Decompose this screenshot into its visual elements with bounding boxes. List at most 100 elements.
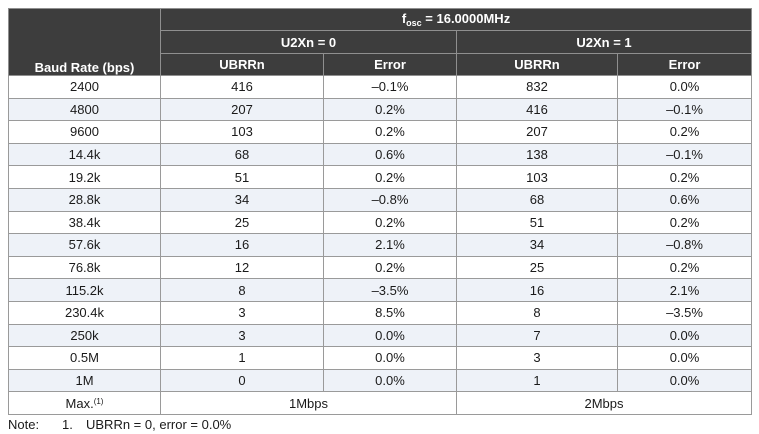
error-u2x1-cell: –3.5% — [616, 300, 753, 325]
note-number: 1. — [62, 417, 73, 432]
error-u2x0-cell: 0.2% — [323, 97, 457, 122]
table-row: 19.2k 51 0.2% 103 0.2% — [8, 165, 753, 189]
footnote-ref: (1) — [93, 396, 104, 406]
note-label: Note: — [8, 417, 40, 432]
table-row: 57.6k 16 2.1% 34 –0.8% — [8, 233, 753, 257]
ubrr-u2x1-cell: 1 — [456, 368, 618, 393]
baud-cell: 0.5M — [8, 346, 161, 370]
u2x0-group-header: U2Xn = 0 — [160, 30, 457, 54]
error-u2x1-cell: 0.2% — [616, 165, 753, 189]
baud-cell: 2400 — [8, 75, 161, 99]
ubrr-u2x1-cell: 138 — [456, 142, 618, 167]
ubrr-u2x0-cell: 16 — [160, 233, 324, 257]
table-row: 230.4k 3 8.5% 8 –3.5% — [8, 300, 753, 325]
header-row-columns: UBRRn Error UBRRn Error — [9, 53, 753, 76]
error-u2x1-cell: 0.2% — [616, 255, 753, 280]
table-row: 2400 416 –0.1% 832 0.0% — [8, 75, 753, 99]
error-u2x0-cell: –0.8% — [323, 187, 457, 212]
max-u2x0-cell: 1Mbps — [160, 391, 457, 416]
table-row: 4800 207 0.2% 416 –0.1% — [8, 97, 753, 122]
error-u2x0-cell: 0.0% — [323, 323, 457, 348]
ubrr-u2x1-cell: 51 — [456, 210, 618, 235]
table-row: 115.2k 8 –3.5% 16 2.1% — [8, 278, 753, 302]
fosc-prefix: f — [401, 11, 407, 26]
ubrr-u2x0-cell: 8 — [160, 278, 324, 302]
ubrr-u2x0-cell: 103 — [160, 120, 324, 144]
error-u2x0-cell: 8.5% — [323, 300, 457, 325]
table-row: 38.4k 25 0.2% 51 0.2% — [8, 210, 753, 235]
ubrr-u2x0-header: UBRRn — [160, 53, 324, 76]
ubrr-u2x1-cell: 16 — [456, 278, 618, 302]
error-u2x1-cell: 0.2% — [616, 210, 753, 235]
error-u2x0-cell: 0.2% — [323, 165, 457, 189]
baud-cell: 250k — [8, 323, 161, 348]
table-row: 250k 3 0.0% 7 0.0% — [8, 323, 753, 348]
header-row-groups: U2Xn = 0 U2Xn = 1 — [9, 30, 753, 54]
max-label-cell: Max.(1) — [8, 391, 161, 416]
baud-cell: 38.4k — [8, 210, 161, 235]
max-u2x1-cell: 2Mbps — [455, 391, 753, 416]
error-u2x0-cell: 0.2% — [323, 210, 457, 235]
baud-rate-header: Baud Rate (bps) — [8, 8, 161, 76]
error-u2x0-header: Error — [323, 53, 457, 76]
ubrr-u2x0-cell: 416 — [160, 75, 324, 99]
fosc-header: fosc = 16.0000MHz — [159, 8, 753, 31]
max-rate-row: Max.(1) 1Mbps 2Mbps — [8, 391, 753, 416]
error-u2x0-cell: 0.2% — [323, 255, 457, 280]
error-u2x1-cell: –0.8% — [616, 233, 753, 257]
ubrr-u2x0-cell: 34 — [160, 187, 324, 212]
ubrr-u2x0-cell: 3 — [160, 300, 324, 325]
max-label: Max. — [65, 395, 94, 411]
u2x1-group-header: U2Xn = 1 — [455, 30, 753, 54]
error-u2x1-header: Error — [616, 53, 753, 76]
ubrr-u2x1-cell: 416 — [456, 97, 618, 122]
header-row-fosc: Baud Rate (bps) fosc = 16.0000MHz — [8, 8, 753, 76]
error-u2x1-cell: 0.6% — [616, 187, 753, 212]
baud-cell: 19.2k — [8, 165, 161, 189]
baud-cell: 14.4k — [8, 142, 161, 167]
error-u2x1-cell: 0.0% — [616, 323, 753, 348]
ubrr-u2x1-cell: 7 — [456, 323, 618, 348]
baud-cell: 28.8k — [8, 187, 161, 212]
error-u2x0-cell: –0.1% — [323, 75, 457, 99]
ubrr-u2x1-cell: 25 — [456, 255, 618, 280]
ubrr-u2x0-cell: 3 — [160, 323, 324, 348]
error-u2x0-cell: –3.5% — [323, 278, 457, 302]
error-u2x0-cell: 0.0% — [323, 346, 457, 370]
ubrr-u2x0-cell: 207 — [160, 97, 324, 122]
ubrr-u2x1-header: UBRRn — [456, 53, 618, 76]
error-u2x1-cell: 0.0% — [616, 368, 753, 393]
baud-cell: 4800 — [8, 97, 161, 122]
note-text: UBRRn = 0, error = 0.0% — [86, 417, 232, 432]
error-u2x0-cell: 0.2% — [323, 120, 457, 144]
ubrr-u2x0-cell: 0 — [160, 368, 324, 393]
table-row: 0.5M 1 0.0% 3 0.0% — [8, 346, 753, 370]
ubrr-u2x1-cell: 103 — [456, 165, 618, 189]
error-u2x1-cell: 0.2% — [616, 120, 753, 144]
ubrr-u2x1-cell: 34 — [456, 233, 618, 257]
fosc-value: = 16.0000MHz — [421, 11, 511, 26]
ubrr-u2x0-cell: 12 — [160, 255, 324, 280]
baud-cell: 115.2k — [8, 278, 161, 302]
table-row: 14.4k 68 0.6% 138 –0.1% — [8, 142, 753, 167]
table-body: 2400 416 –0.1% 832 0.0% 4800 207 0.2% 416 –0.1% … — [8, 75, 753, 416]
error-u2x1-cell: 2.1% — [616, 278, 753, 302]
table-row: 1M 0 0.0% 1 0.0% — [8, 368, 753, 393]
ubrr-u2x0-cell: 25 — [160, 210, 324, 235]
baud-cell: 57.6k — [8, 233, 161, 257]
table-row: 9600 103 0.2% 207 0.2% — [8, 120, 753, 144]
baud-cell: 76.8k — [8, 255, 161, 280]
ubrr-u2x0-cell: 51 — [160, 165, 324, 189]
error-u2x1-cell: –0.1% — [616, 142, 753, 167]
ubrr-u2x1-cell: 832 — [456, 75, 618, 99]
table-row: 28.8k 34 –0.8% 68 0.6% — [8, 187, 753, 212]
error-u2x0-cell: 0.0% — [323, 368, 457, 393]
error-u2x1-cell: 0.0% — [616, 346, 753, 370]
baud-cell: 230.4k — [8, 300, 161, 325]
ubrr-u2x1-cell: 207 — [456, 120, 618, 144]
baud-cell: 9600 — [8, 120, 161, 144]
ubrr-u2x1-cell: 3 — [456, 346, 618, 370]
ubrr-u2x1-cell: 8 — [456, 300, 618, 325]
baud-cell: 1M — [8, 368, 161, 393]
